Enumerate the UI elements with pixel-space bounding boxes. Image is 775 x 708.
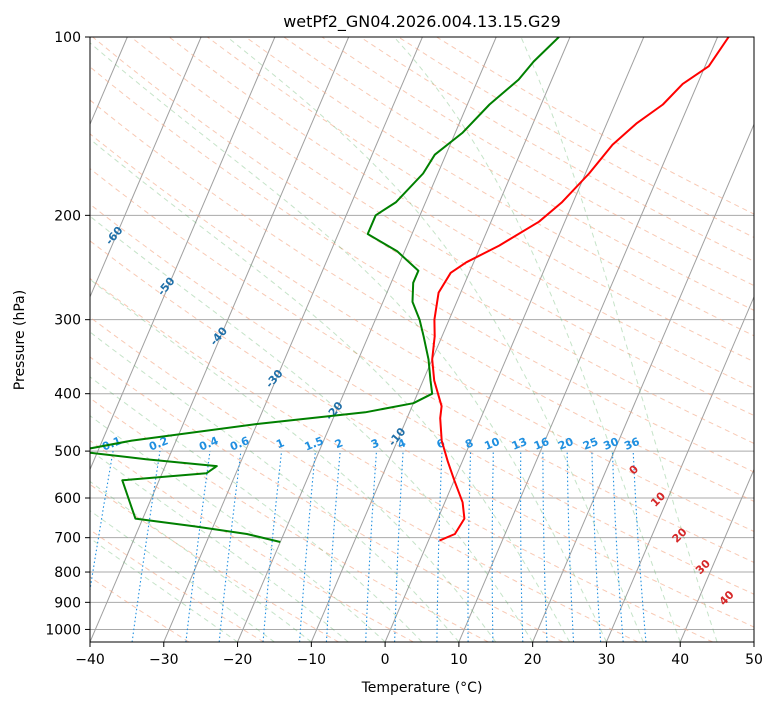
- moist-adiabat: [90, 215, 534, 642]
- dry-adiabat: [90, 439, 414, 642]
- mixing-ratio-label-13: 13: [510, 435, 529, 453]
- mixing-ratio-line-0.6: [218, 451, 242, 642]
- y-tick-label-900: 900: [54, 595, 81, 611]
- x-axis-title: Temperature (°C): [361, 680, 483, 696]
- temperature-profile-line: [431, 37, 730, 542]
- y-tick-label-500: 500: [54, 444, 81, 460]
- isotherm-40: [679, 468, 754, 642]
- dry-adiabat: [90, 240, 754, 628]
- y-tick-label-800: 800: [54, 565, 81, 581]
- moist-adiabat: [90, 278, 497, 642]
- dry-adiabat: [90, 397, 489, 642]
- mixing-ratio-label-8: 8: [463, 436, 475, 451]
- moist-adiabat: [90, 331, 460, 642]
- mixing-ratio-label-30: 30: [602, 435, 621, 453]
- y-tick-label-600: 600: [54, 491, 81, 507]
- plot-area: 0.10.20.40.611.52346810131620253036-100-…: [90, 37, 754, 642]
- mixing-ratio-line-1: [262, 451, 283, 642]
- y-tick-label-100: 100: [54, 30, 81, 46]
- dry-adiabat: [90, 133, 754, 533]
- mixing-ratio-lines: [90, 451, 647, 642]
- chart-title: wetPf2_GN04.2026.004.13.15.G29: [283, 12, 561, 32]
- dry-adiabat: [90, 483, 339, 642]
- dry-adiabat: [90, 356, 564, 642]
- mixing-ratio-line-0.4: [185, 451, 211, 642]
- moist-adiabat: [520, 37, 718, 642]
- x-tick-label-50: 50: [745, 652, 763, 668]
- dewpoint-profile-line: [90, 37, 560, 543]
- x-tick-label-0: 0: [381, 652, 390, 668]
- y-tick-label-200: 200: [54, 208, 81, 224]
- isotherm--30: [163, 37, 423, 642]
- moist-adiabat: [90, 138, 571, 642]
- moist-adiabat: [90, 449, 349, 642]
- y-tick-label-300: 300: [54, 313, 81, 329]
- x-tick-label--30: −30: [149, 652, 179, 668]
- y-tick-label-700: 700: [54, 531, 81, 547]
- sounding-profiles: [90, 37, 730, 543]
- dry-adiabat: [283, 37, 754, 311]
- mixing-ratio-label-10: 10: [483, 435, 502, 453]
- moist-adiabat: [393, 37, 681, 642]
- mixing-ratio-line-0.2: [131, 451, 161, 642]
- isotherm--40: [90, 37, 350, 642]
- y-tick-label-1000: 1000: [45, 622, 81, 638]
- isotherm-0: [384, 37, 645, 642]
- y-axis-title: Pressure (hPa): [12, 290, 28, 390]
- x-tick-label-10: 10: [450, 652, 468, 668]
- mixing-ratio-label-16: 16: [532, 435, 551, 453]
- x-tick-label--20: −20: [223, 652, 253, 668]
- mixing-ratio-label-3: 3: [369, 436, 381, 451]
- y-tick-label-400: 400: [54, 387, 81, 403]
- moist-adiabat: [90, 42, 607, 642]
- dry-adiabat: [321, 37, 754, 287]
- mixing-ratio-label-20: 20: [556, 435, 575, 453]
- isotherm-20: [532, 123, 754, 642]
- isotherm-10: [458, 37, 718, 642]
- x-tick-label-20: 20: [524, 652, 542, 668]
- isobar-gridlines: [90, 37, 754, 630]
- y-axis: 100 200 300 400 500 600 700 800 900 1000: [45, 30, 90, 638]
- isotherm--20: [237, 37, 497, 642]
- mixing-ratio-label-25: 25: [581, 435, 600, 453]
- dry-adiabat: [130, 37, 754, 417]
- x-tick-label-30: 30: [598, 652, 616, 668]
- x-tick-label--40: −40: [75, 652, 105, 668]
- dry-adiabat: [90, 66, 754, 473]
- mixing-ratio-label-2: 2: [333, 436, 345, 451]
- dry-adiabat: [90, 203, 754, 595]
- mixing-ratio-line-1.5: [299, 451, 316, 642]
- dry-adiabat: [90, 167, 754, 563]
- mixing-ratio-label-1: 1: [274, 436, 286, 451]
- x-tick-label-40: 40: [671, 652, 689, 668]
- plot-frame: [89, 36, 755, 643]
- mixing-ratio-label-36: 36: [622, 435, 641, 453]
- dry-adiabat: [207, 37, 754, 363]
- x-axis: −40 −30 −20 −10 0 10 20 30 40 50: [75, 642, 763, 668]
- isotherm-30: [605, 295, 754, 642]
- dry-adiabat-lines: [90, 37, 754, 642]
- x-tick-label--10: −10: [297, 652, 327, 668]
- isotherm--60: [90, 37, 202, 299]
- moist-adiabat: [90, 415, 386, 642]
- moist-adiabat: [226, 37, 644, 642]
- moist-adiabat: [90, 537, 238, 642]
- isotherm--50: [90, 37, 276, 471]
- moist-adiabat-lines: [90, 37, 718, 642]
- moist-adiabat: [90, 480, 312, 642]
